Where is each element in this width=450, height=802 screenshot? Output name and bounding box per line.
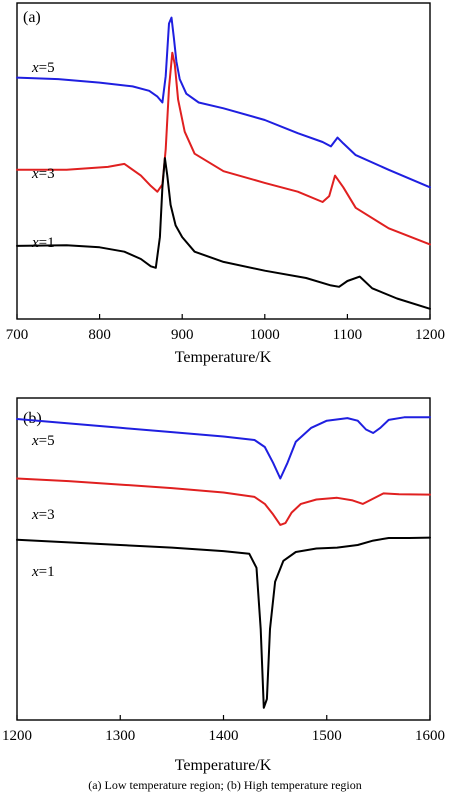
xtick-label: 1400 bbox=[209, 728, 239, 744]
series-label-x3: x=3 bbox=[31, 166, 55, 182]
xtick-label: 1200 bbox=[415, 327, 445, 343]
panel-b-xticks: 1200 1300 1400 1500 1600 bbox=[2, 715, 445, 744]
series-line-x5 bbox=[16, 416, 431, 480]
series-label-x1: x=1 bbox=[31, 235, 55, 251]
panel-b-xlabel: Temperature/K bbox=[175, 757, 272, 774]
series-label-x3: x=3 bbox=[31, 507, 55, 523]
series-label-x5: x=5 bbox=[31, 433, 55, 449]
series-line-x1 bbox=[16, 536, 431, 709]
xtick-label: 900 bbox=[171, 327, 194, 343]
series-label-x5: x=5 bbox=[31, 60, 55, 76]
figure: (a) 700 800 900 1000 1100 1200 x=5 x=3 x=1 Temp… bbox=[2, 2, 445, 774]
series-line-x5 bbox=[16, 16, 431, 189]
panel-b-frame bbox=[16, 397, 431, 721]
panel-b: (b) 1200 1300 1400 1500 1600 x=5 x=3 x=1 Tempe… bbox=[2, 397, 445, 774]
panel-a-xticks: 700 800 900 1000 1100 1200 bbox=[6, 314, 445, 343]
xtick-label: 1500 bbox=[312, 728, 342, 744]
xtick-label: 1000 bbox=[250, 327, 280, 343]
panel-a-xlabel: Temperature/K bbox=[175, 349, 272, 366]
xtick-label: 1100 bbox=[333, 327, 362, 343]
xtick-label: 1300 bbox=[105, 728, 135, 744]
xtick-label: 1600 bbox=[415, 728, 445, 744]
panel-a: (a) 700 800 900 1000 1100 1200 x=5 x=3 x=1 Temp… bbox=[6, 2, 445, 366]
panel-b-label: (b) bbox=[23, 410, 42, 427]
series-line-x3 bbox=[16, 51, 431, 246]
series-label-x1: x=1 bbox=[31, 564, 55, 580]
figure-caption: (a) Low temperature region; (b) High tem… bbox=[88, 778, 362, 792]
xtick-label: 700 bbox=[6, 327, 29, 343]
panel-b-curves: x=5 x=3 x=1 bbox=[16, 416, 431, 709]
series-line-x1 bbox=[16, 157, 431, 310]
panel-a-curves: x=5 x=3 x=1 bbox=[16, 16, 431, 310]
xtick-label: 800 bbox=[88, 327, 111, 343]
xtick-label: 1200 bbox=[2, 728, 32, 744]
panel-a-frame bbox=[16, 2, 431, 320]
panel-a-label: (a) bbox=[23, 9, 41, 26]
series-line-x3 bbox=[16, 477, 431, 526]
